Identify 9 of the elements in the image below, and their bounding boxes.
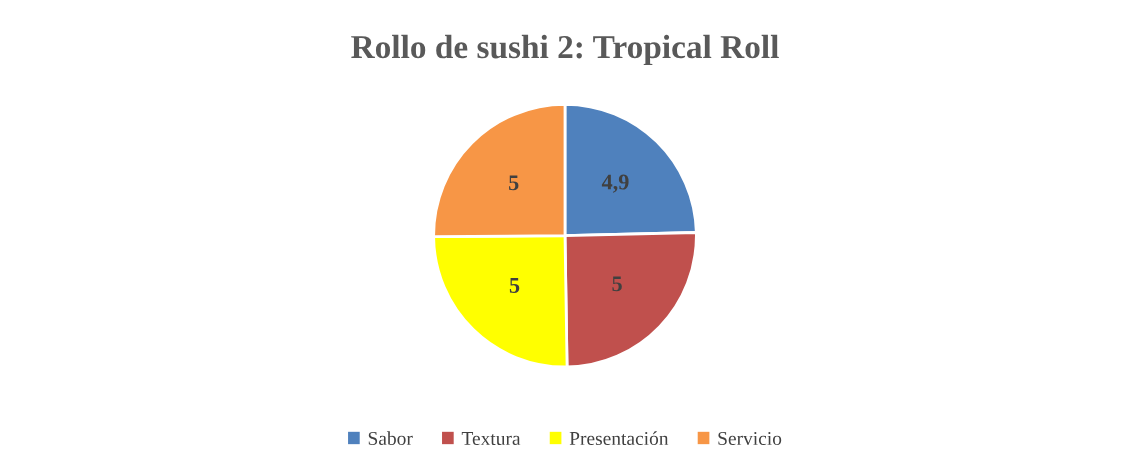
- legend-label: Presentación: [569, 431, 669, 446]
- data-label: 5: [509, 278, 520, 293]
- legend-label: Servicio: [718, 431, 782, 446]
- data-label: 4,9: [601, 174, 629, 193]
- legend-label: Sabor: [368, 431, 413, 446]
- data-label: 5: [509, 175, 519, 191]
- data-label: 5: [612, 276, 622, 292]
- chart-title: Rollo de sushi 2: Tropical Roll: [351, 34, 779, 66]
- legend-label: Textura: [461, 432, 521, 446]
